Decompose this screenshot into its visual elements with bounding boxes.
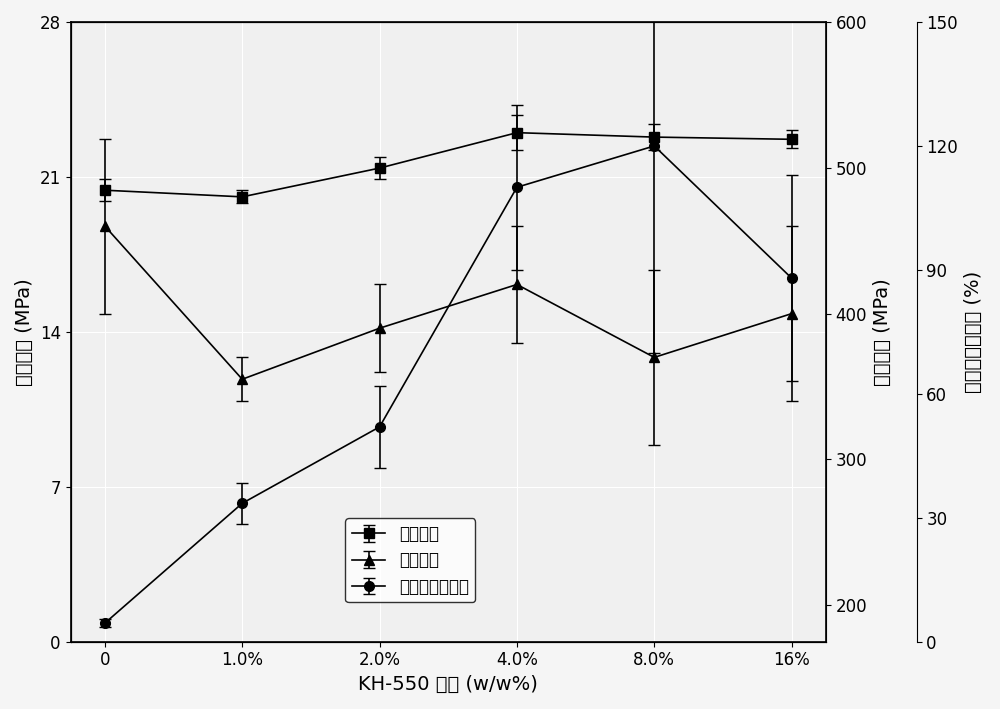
Y-axis label: 拉伸断裂伸长率 (%): 拉伸断裂伸长率 (%) [964, 271, 983, 393]
Y-axis label: 拉伸强度 (MPa): 拉伸强度 (MPa) [15, 278, 34, 386]
Y-axis label: 拉伸模量 (MPa): 拉伸模量 (MPa) [873, 278, 892, 386]
X-axis label: KH-550 浓度 (w/w%): KH-550 浓度 (w/w%) [358, 675, 538, 694]
Legend: 拉伸强度, 拉伸模量, 拉伸断裂伸长率: 拉伸强度, 拉伸模量, 拉伸断裂伸长率 [345, 518, 475, 603]
